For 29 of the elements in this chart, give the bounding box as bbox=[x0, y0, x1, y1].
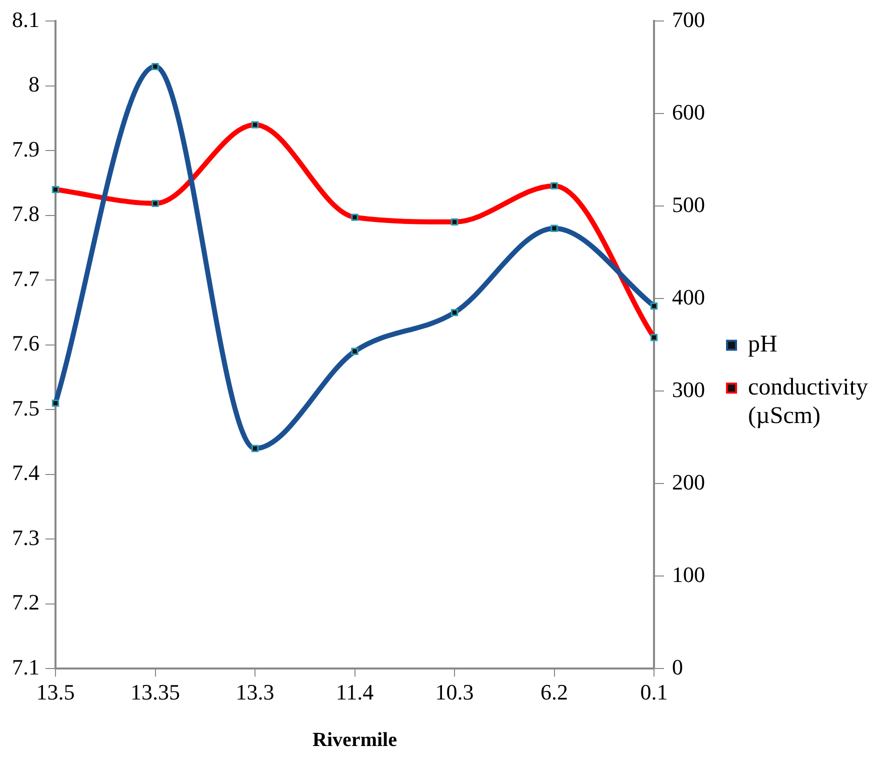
x-tick-label: 6.2 bbox=[540, 680, 568, 705]
x-tick-label: 11.4 bbox=[336, 680, 374, 705]
y-tick-label: 7.2 bbox=[12, 590, 40, 615]
y2-tick-label: 500 bbox=[672, 192, 706, 217]
x-tick-label: 10.3 bbox=[435, 680, 474, 705]
y-tick-label: 7.5 bbox=[12, 395, 40, 420]
y-tick-label: 7.6 bbox=[12, 330, 40, 356]
y2-tick-label: 0 bbox=[672, 654, 684, 680]
y-tick-label: 7.8 bbox=[12, 201, 40, 226]
x-tick-label: 0.1 bbox=[640, 680, 668, 705]
y-tick-label: 7.1 bbox=[12, 654, 40, 680]
y2-tick-label: 700 bbox=[672, 6, 706, 32]
y-tick-label: 8.1 bbox=[12, 6, 40, 32]
legend-label: conductivity (µScm) bbox=[748, 374, 868, 430]
y2-tick-label: 200 bbox=[672, 469, 706, 494]
x-tick-label: 13.3 bbox=[236, 680, 274, 705]
y-tick-label: 7.3 bbox=[12, 524, 40, 550]
legend-label: pH bbox=[748, 332, 778, 358]
y-tick-label: 7.7 bbox=[12, 266, 40, 291]
y2-tick-label: 600 bbox=[672, 99, 706, 124]
y2-tick-label: 300 bbox=[672, 376, 706, 402]
y-tick-label: 8 bbox=[28, 72, 40, 97]
x-tick-label: 13.35 bbox=[130, 680, 180, 705]
y2-tick-label: 100 bbox=[672, 562, 706, 587]
x-axis-title: Rivermile bbox=[312, 729, 398, 752]
y2-tick-label: 400 bbox=[672, 284, 706, 310]
y-tick-label: 7.4 bbox=[12, 460, 40, 486]
y-tick-label: 7.9 bbox=[12, 136, 40, 162]
x-tick-label: 13.5 bbox=[36, 680, 75, 705]
